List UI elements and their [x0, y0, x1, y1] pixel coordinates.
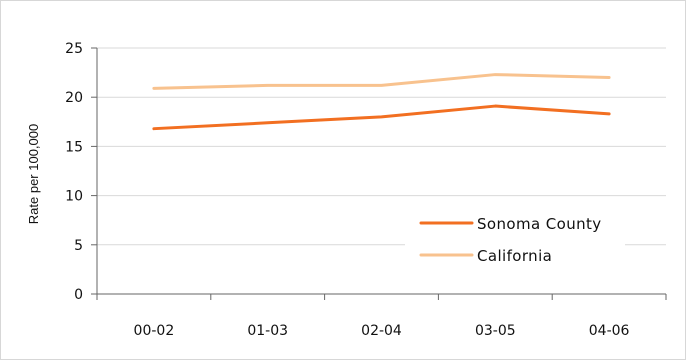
series-lines: [152, 73, 611, 131]
x-tick-label: 01-03: [247, 323, 288, 339]
y-tick-label: 20: [65, 90, 83, 106]
y-axis-label: Rate per 100,000: [26, 124, 41, 224]
y-tick-label: 10: [65, 189, 83, 205]
legend: Sonoma County California: [405, 201, 625, 271]
x-tick-label: 02-04: [361, 323, 402, 339]
legend-label: Sonoma County: [477, 215, 602, 233]
series-line-california: [152, 73, 611, 90]
y-tick-label: 25: [65, 41, 83, 57]
series-line-sonoma-county: [152, 104, 611, 131]
x-tick-label: 03-05: [475, 323, 516, 339]
y-tick-label: 0: [74, 287, 83, 303]
y-tick-label: 15: [65, 139, 83, 155]
axes: 0 5 10 15 20 25 00-02 01-03 02-04 03-05 04-06: [65, 41, 667, 339]
y-tick-label: 5: [74, 238, 83, 254]
x-tick-label: 04-06: [589, 323, 630, 339]
x-tick-label: 00-02: [134, 323, 175, 339]
legend-label: California: [477, 247, 552, 265]
legend-background: [405, 201, 625, 271]
